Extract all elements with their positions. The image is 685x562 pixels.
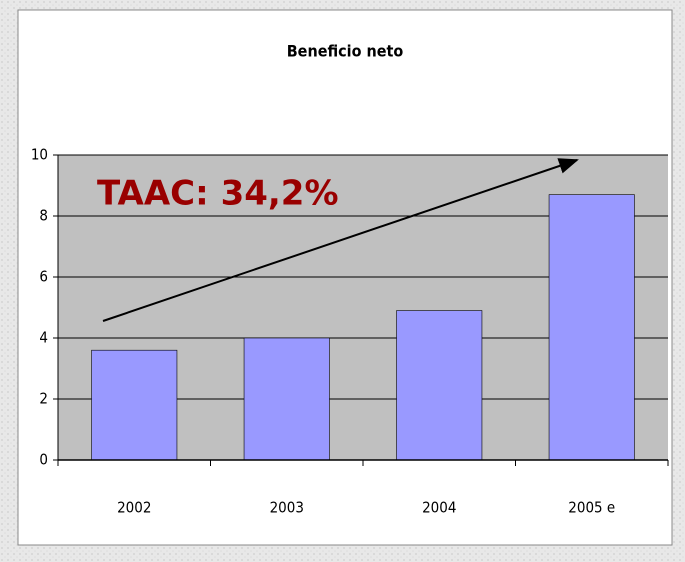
x-tick-label: 2003 <box>270 499 304 517</box>
bar <box>91 349 178 461</box>
x-tick-label: 2004 <box>422 499 456 517</box>
x-tick-label: 2002 <box>117 499 151 517</box>
annotation: TAAC: 34,2% <box>97 174 339 214</box>
bar <box>243 337 330 461</box>
bar <box>548 194 635 461</box>
y-tick-label: 2 <box>39 390 48 408</box>
y-tick-label: 8 <box>39 207 48 225</box>
trend-arrow <box>102 158 579 322</box>
y-tick-label: 0 <box>39 451 48 469</box>
x-tick-label: 2005 e <box>568 499 615 517</box>
y-tick-label: 10 <box>31 146 48 164</box>
chart-title: Beneficio neto <box>287 42 404 61</box>
y-tick-label: 4 <box>39 329 48 347</box>
y-tick-label: 6 <box>39 268 48 286</box>
bar <box>396 310 483 461</box>
